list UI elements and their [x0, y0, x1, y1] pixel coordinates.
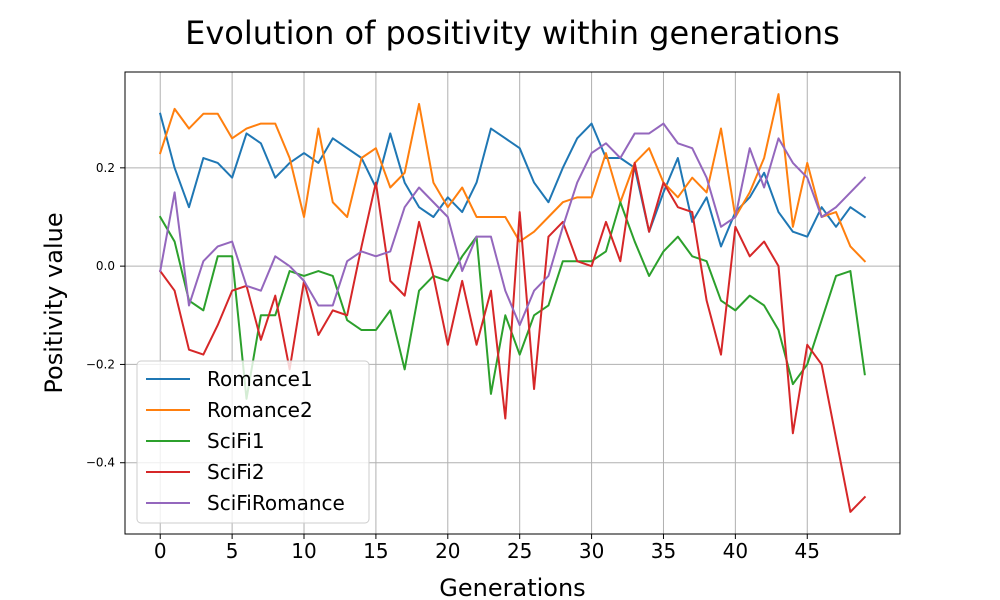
x-tick-label: 30	[579, 539, 604, 563]
x-tick-label: 5	[226, 539, 239, 563]
x-tick-label: 0	[154, 539, 167, 563]
y-tick-label: −0.2	[86, 357, 115, 371]
x-tick-label: 40	[723, 539, 748, 563]
y-tick-label: 0.2	[96, 161, 115, 175]
legend-label: Romance1	[207, 367, 313, 391]
y-axis-ticks: −0.4 −0.2 0.0 0.2	[86, 161, 125, 470]
x-tick-label: 45	[795, 539, 820, 563]
series-line-romance2	[158, 93, 867, 263]
y-axis-label: Positivity value	[40, 212, 68, 393]
x-tick-label: 35	[651, 539, 676, 563]
series-line-scifi2	[158, 161, 867, 513]
x-tick-label: 25	[507, 539, 532, 563]
x-axis-ticks: 0 5 10 15 20 25 30 35 40 45	[154, 534, 820, 563]
x-tick-label: 10	[291, 539, 316, 563]
x-tick-label: 20	[435, 539, 460, 563]
series-lines	[158, 93, 867, 513]
x-tick-label: 15	[363, 539, 388, 563]
x-axis-label: Generations	[439, 574, 585, 600]
legend-label: SciFi2	[207, 460, 265, 484]
grid	[125, 72, 900, 534]
legend-label: SciFi1	[207, 429, 265, 453]
y-tick-label: −0.4	[86, 456, 115, 470]
legend-box	[136, 360, 370, 524]
legend-label: SciFiRomance	[207, 491, 345, 515]
series-line-romance1	[159, 112, 867, 248]
chart-title: Evolution of positivity within generatio…	[185, 14, 840, 52]
legend-label: Romance2	[207, 398, 313, 422]
series-line-scifiromance	[159, 122, 867, 327]
legend: Romance1 Romance2 SciFi1 SciFi2 SciFiRomance	[136, 360, 370, 524]
plot-area-frame	[124, 71, 901, 535]
y-tick-label: 0.0	[96, 259, 115, 273]
